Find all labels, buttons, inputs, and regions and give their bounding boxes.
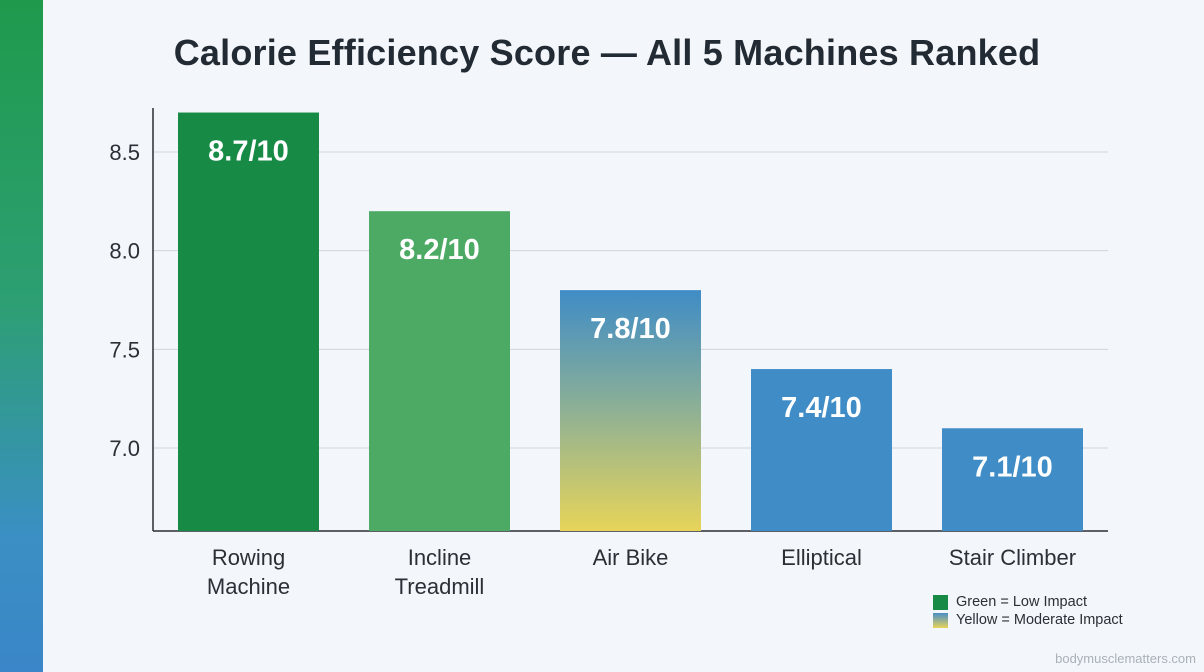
bar bbox=[560, 290, 701, 531]
x-tick-label: Air Bike bbox=[593, 545, 669, 570]
chart-title: Calorie Efficiency Score — All 5 Machine… bbox=[173, 32, 1041, 73]
y-tick-label: 7.5 bbox=[109, 337, 140, 362]
bar-value-label: 8.2/10 bbox=[399, 234, 480, 266]
bar-value-label: 7.8/10 bbox=[590, 313, 671, 345]
legend-swatch-yellow bbox=[933, 612, 948, 628]
x-tick-label: Rowing bbox=[212, 545, 285, 570]
legend-label-moderate-impact: Yellow = Moderate Impact bbox=[956, 612, 1123, 628]
y-tick-label: 7.0 bbox=[109, 436, 140, 461]
bar bbox=[178, 112, 319, 532]
bar-value-label: 7.1/10 bbox=[972, 451, 1053, 483]
x-tick-label: Stair Climber bbox=[949, 545, 1076, 570]
bar bbox=[942, 428, 1083, 531]
legend-item-moderate-impact: Yellow = Moderate Impact bbox=[933, 611, 1123, 629]
legend-item-low-impact: Green = Low Impact bbox=[933, 593, 1123, 611]
bar bbox=[751, 369, 892, 531]
x-tick-label: Incline bbox=[408, 545, 472, 570]
bar-value-label: 8.7/10 bbox=[208, 136, 289, 168]
x-tick-label: Elliptical bbox=[781, 545, 862, 570]
legend-label-low-impact: Green = Low Impact bbox=[956, 594, 1087, 610]
x-tick-label: Treadmill bbox=[395, 574, 485, 599]
y-tick-label: 8.0 bbox=[109, 239, 140, 264]
watermark: bodymusclematters.com bbox=[1055, 651, 1196, 666]
bar-value-label: 7.4/10 bbox=[781, 392, 862, 424]
legend-swatch-green bbox=[933, 594, 948, 610]
y-tick-label: 8.5 bbox=[109, 140, 140, 165]
x-tick-label: Machine bbox=[207, 574, 290, 599]
side-accent-stripe bbox=[0, 0, 43, 672]
legend: Green = Low Impact Yellow = Moderate Imp… bbox=[933, 593, 1123, 629]
bar bbox=[369, 211, 510, 531]
